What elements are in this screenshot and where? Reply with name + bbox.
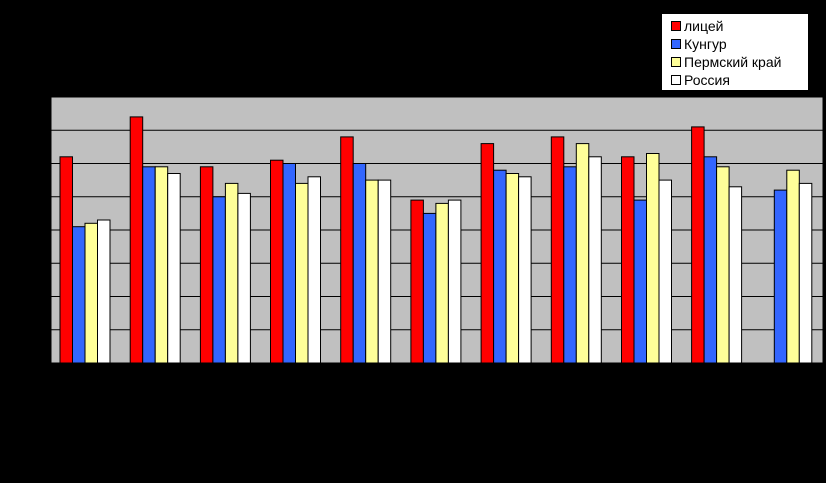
bar (59, 156, 73, 364)
bar (422, 212, 437, 364)
legend-label: Россия (684, 72, 730, 88)
bar (550, 136, 565, 364)
bar (480, 143, 495, 364)
bar (167, 173, 181, 364)
bar (493, 169, 507, 364)
bar (798, 182, 813, 364)
bar (84, 222, 98, 364)
bar (72, 226, 86, 364)
bar (728, 186, 743, 364)
legend-label: Кунгур (684, 36, 727, 52)
bar (563, 166, 577, 364)
bars (59, 116, 813, 364)
bar (154, 166, 169, 364)
bar (505, 173, 520, 364)
bar (377, 179, 392, 364)
bar (518, 176, 532, 364)
bar (307, 176, 321, 364)
bar (575, 143, 590, 364)
bar (410, 199, 424, 364)
bar (435, 202, 449, 364)
bar (691, 126, 705, 364)
bar (212, 196, 226, 364)
bar (588, 156, 602, 364)
legend-item: Россия (671, 71, 808, 89)
legend-swatch (671, 75, 681, 85)
bar (129, 116, 144, 364)
bar (142, 166, 156, 364)
bar (282, 163, 296, 364)
bar (786, 169, 800, 364)
bar (199, 166, 214, 364)
legend-label: Пермский край (684, 54, 782, 70)
legend-label: лицей (684, 18, 724, 34)
bar (633, 199, 647, 364)
bar (703, 156, 718, 364)
legend: лицей Кунгур Пермский край Россия (661, 13, 809, 91)
legend-item: лицей (671, 17, 808, 35)
bar (716, 166, 730, 364)
bar (97, 219, 111, 364)
bar (773, 189, 788, 364)
legend-item: Кунгур (671, 35, 808, 53)
bar (352, 163, 367, 364)
bar (237, 192, 251, 364)
legend-swatch (671, 57, 681, 67)
bar (295, 182, 309, 364)
bar (658, 179, 672, 364)
legend-swatch (671, 39, 681, 49)
bar (621, 156, 635, 364)
bar (340, 136, 354, 364)
legend-item: Пермский край (671, 53, 808, 71)
bar (270, 159, 284, 364)
bar (224, 182, 239, 364)
legend-swatch (671, 21, 681, 31)
bar (447, 199, 462, 364)
bar (365, 179, 379, 364)
bar (646, 153, 660, 364)
